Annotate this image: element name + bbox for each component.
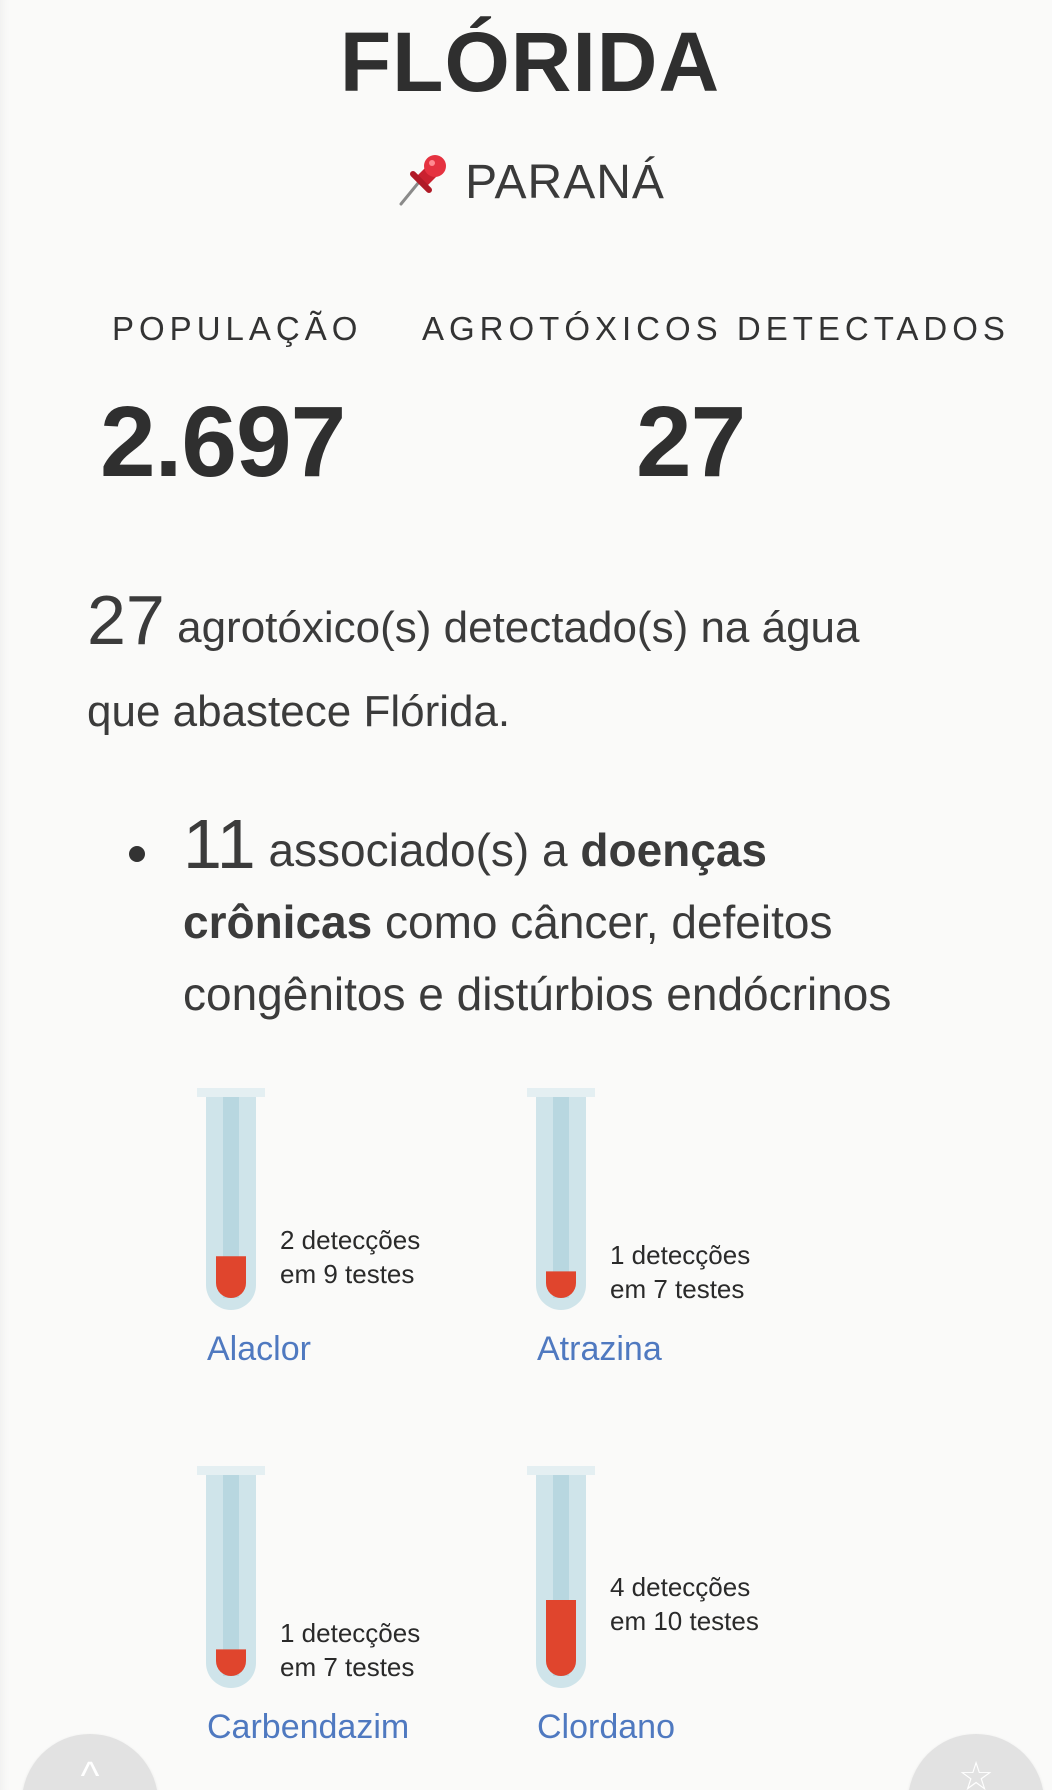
pesticide-link[interactable]: Carbendazim [207, 1708, 410, 1746]
tube-rim [527, 1088, 595, 1097]
star-icon: ☆ [958, 1755, 994, 1790]
city-title: FLÓRIDA [339, 15, 721, 109]
summary-text: 27 agrotóxico(s) detectado(s) na água qu… [87, 578, 987, 754]
tube-liquid-level [216, 1649, 246, 1676]
tube-liquid-level [546, 1600, 576, 1676]
population-label: POPULAÇÃO [112, 310, 363, 347]
summary-line2: que abastece Flórida. [87, 687, 511, 736]
summary-count: 27 [87, 581, 165, 659]
detections-text: 4 detecções [610, 1572, 751, 1602]
pushpin-icon [399, 155, 447, 206]
chronic-bold-1: doenças [580, 824, 768, 876]
test-tube-icon [527, 1466, 595, 1688]
tube-inner-stripe [223, 1475, 239, 1676]
tube-rim [197, 1088, 265, 1097]
scroll-top-button[interactable]: ^ [22, 1734, 158, 1790]
test-tube-icon [527, 1088, 595, 1310]
pesticide-card-clordano[interactable]: 4 detecções em 10 testes Clordano [527, 1466, 827, 1756]
chevron-up-icon: ^ [80, 1754, 100, 1790]
pesticide-link[interactable]: Alaclor [207, 1330, 311, 1368]
detected-label: AGROTÓXICOS DETECTADOS [422, 310, 1010, 347]
tube-liquid-level [216, 1256, 246, 1298]
chronic-text-before: associado(s) a [268, 824, 568, 876]
tube-rim [527, 1466, 595, 1475]
tests-text: em 7 testes [610, 1274, 745, 1304]
tube-liquid-level [546, 1271, 576, 1298]
chronic-bullet: 11 associado(s) a doenças crônicas como … [183, 808, 1003, 1030]
pesticide-card-atrazina[interactable]: 1 detecções em 7 testes Atrazina [527, 1088, 827, 1378]
chronic-count: 11 [183, 805, 256, 883]
bullet-dot [129, 846, 145, 862]
population-value: 2.697 [100, 386, 346, 498]
tube-inner-stripe [223, 1097, 239, 1298]
pesticide-link[interactable]: Atrazina [537, 1330, 662, 1368]
favorite-button[interactable]: ☆ [908, 1734, 1044, 1790]
tests-text: em 10 testes [610, 1606, 759, 1636]
detections-text: 1 detecções [610, 1240, 751, 1270]
tube-rim [197, 1466, 265, 1475]
pesticide-card-carbendazim[interactable]: 1 detecções em 7 testes Carbendazim [197, 1466, 497, 1756]
summary-line1: agrotóxico(s) detectado(s) na água [177, 603, 860, 652]
detections-text: 1 detecções [280, 1618, 421, 1648]
pesticide-card-alaclor[interactable]: 2 detecções em 9 testes Alaclor [197, 1088, 497, 1378]
pesticide-link[interactable]: Clordano [537, 1708, 675, 1746]
detections-text: 2 detecções [280, 1225, 421, 1255]
state-row: PARANÁ [0, 152, 1052, 210]
tests-text: em 9 testes [280, 1259, 415, 1289]
test-tube-icon [197, 1088, 265, 1310]
chronic-bold-2: crônicas [183, 896, 373, 948]
chronic-line3: congênitos e distúrbios endócrinos [183, 968, 892, 1020]
detected-value: 27 [636, 386, 746, 498]
tube-inner-stripe [553, 1097, 569, 1298]
test-tube-icon [197, 1466, 265, 1688]
chronic-text-after: como câncer, defeitos [385, 896, 833, 948]
tests-text: em 7 testes [280, 1652, 415, 1682]
state-name: PARANÁ [465, 156, 665, 209]
